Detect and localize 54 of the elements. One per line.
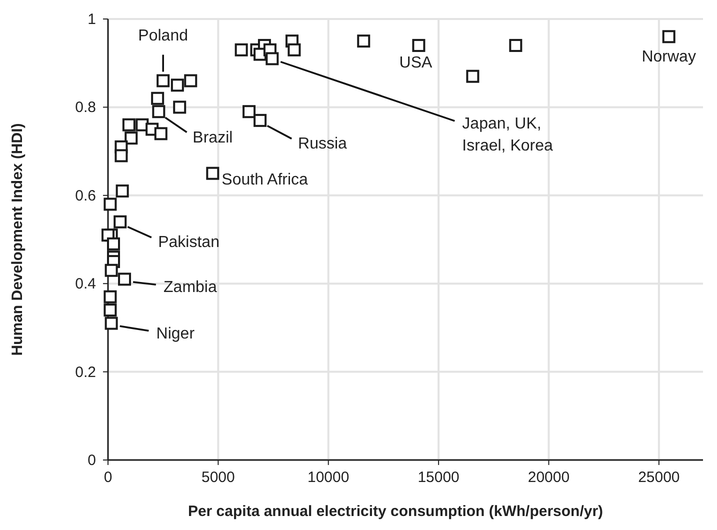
point <box>357 34 370 48</box>
point <box>170 78 184 92</box>
y-axis-title: Human Development Index (HDI) <box>9 123 26 356</box>
annotation: Poland <box>138 28 188 45</box>
point <box>122 118 136 132</box>
point <box>509 38 522 52</box>
point <box>107 237 120 250</box>
y-tick-label: 0.8 <box>75 99 96 116</box>
point <box>104 264 118 277</box>
point <box>104 304 117 317</box>
y-tick-label: 0.4 <box>75 276 96 293</box>
point <box>114 149 128 162</box>
point <box>104 316 118 330</box>
annotation: Brazil <box>192 130 233 147</box>
point <box>184 74 198 88</box>
annotation: Niger <box>156 325 196 342</box>
y-tick-label: 0.2 <box>75 364 96 381</box>
point <box>412 38 426 52</box>
point <box>266 52 279 66</box>
point <box>151 92 164 105</box>
point <box>234 43 248 56</box>
point <box>254 114 267 127</box>
point <box>152 105 166 118</box>
y-tick-label: 0 <box>88 452 96 469</box>
point <box>124 132 138 145</box>
point <box>104 198 117 211</box>
x-tick-label: 10000 <box>308 469 350 486</box>
point <box>104 290 117 304</box>
point <box>288 43 301 56</box>
annotation: Zambia <box>164 279 217 296</box>
point <box>118 272 132 286</box>
point <box>173 100 186 114</box>
annotation: Pakistan <box>158 234 220 251</box>
y-tick-label: 1 <box>88 11 96 28</box>
x-tick-label: 25000 <box>638 469 680 486</box>
point <box>466 70 480 83</box>
point <box>242 105 256 118</box>
point <box>662 30 676 44</box>
x-tick-label: 5000 <box>202 469 235 486</box>
annotation: USA <box>399 54 432 72</box>
annotation: Japan, UK, Israel, Korea <box>462 116 553 155</box>
y-tick-label: 0.6 <box>75 187 96 204</box>
point <box>114 215 127 228</box>
x-tick-label: 15000 <box>418 469 460 486</box>
point <box>156 74 170 88</box>
annotation: South Africa <box>222 171 308 188</box>
x-tick-label: 20000 <box>528 469 570 486</box>
point <box>154 127 168 140</box>
point <box>116 184 129 198</box>
annotation: Russia <box>298 135 348 152</box>
point <box>206 166 220 180</box>
x-axis-title: Per capita annual electricity consumption (kWh/person/yr) <box>188 503 604 520</box>
x-tick-label: 0 <box>104 469 112 486</box>
annotation: Norway <box>642 48 696 66</box>
